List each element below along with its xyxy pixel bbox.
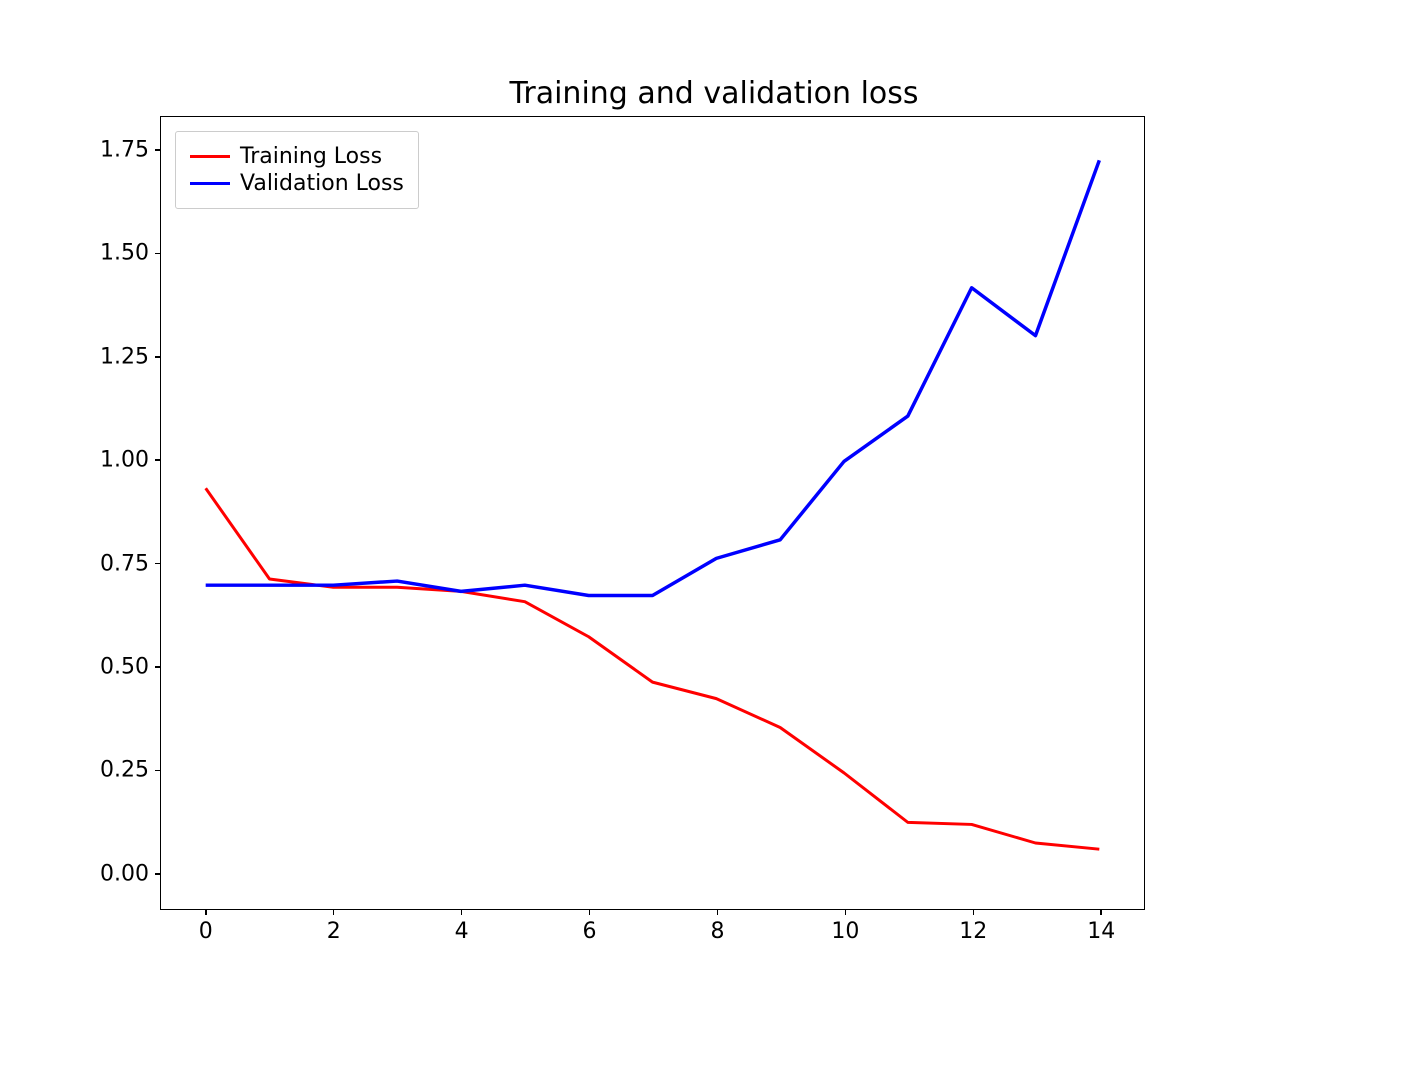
y-tick-mark — [155, 356, 161, 358]
y-tick-label: 1.00 — [100, 448, 149, 473]
plot-area: Training Loss Validation Loss 0.000.250.… — [160, 116, 1145, 910]
x-tick-mark — [845, 909, 847, 915]
y-tick-label: 0.25 — [100, 758, 149, 783]
line-series-svg — [161, 117, 1144, 909]
x-tick-label: 14 — [1087, 919, 1115, 944]
x-tick-mark — [717, 909, 719, 915]
legend-item-training: Training Loss — [190, 144, 404, 169]
y-tick-mark — [155, 149, 161, 151]
legend: Training Loss Validation Loss — [175, 131, 419, 209]
x-tick-mark — [1100, 909, 1102, 915]
y-tick-mark — [155, 770, 161, 772]
x-tick-label: 0 — [199, 919, 213, 944]
x-tick-label: 8 — [710, 919, 724, 944]
y-tick-label: 1.75 — [100, 138, 149, 163]
legend-label-validation: Validation Loss — [240, 171, 404, 196]
y-tick-mark — [155, 563, 161, 565]
legend-swatch-training — [190, 155, 230, 158]
y-tick-label: 1.25 — [100, 344, 149, 369]
y-tick-label: 0.75 — [100, 551, 149, 576]
y-tick-label: 0.50 — [100, 655, 149, 680]
series-line-0 — [206, 488, 1100, 849]
y-tick-label: 0.00 — [100, 861, 149, 886]
chart-title: Training and validation loss — [509, 76, 918, 111]
legend-item-validation: Validation Loss — [190, 171, 404, 196]
chart-container: Training and validation loss Training Lo… — [0, 0, 1428, 1071]
x-tick-mark — [589, 909, 591, 915]
x-tick-mark — [973, 909, 975, 915]
y-tick-label: 1.50 — [100, 241, 149, 266]
y-tick-mark — [155, 253, 161, 255]
y-tick-mark — [155, 459, 161, 461]
series-line-1 — [206, 160, 1100, 595]
x-tick-label: 12 — [959, 919, 987, 944]
x-tick-label: 10 — [831, 919, 859, 944]
x-tick-mark — [205, 909, 207, 915]
y-tick-mark — [155, 873, 161, 875]
x-tick-label: 2 — [327, 919, 341, 944]
x-tick-label: 6 — [583, 919, 597, 944]
legend-swatch-validation — [190, 182, 230, 185]
x-tick-mark — [461, 909, 463, 915]
x-tick-label: 4 — [455, 919, 469, 944]
y-tick-mark — [155, 666, 161, 668]
x-tick-mark — [333, 909, 335, 915]
legend-label-training: Training Loss — [240, 144, 382, 169]
